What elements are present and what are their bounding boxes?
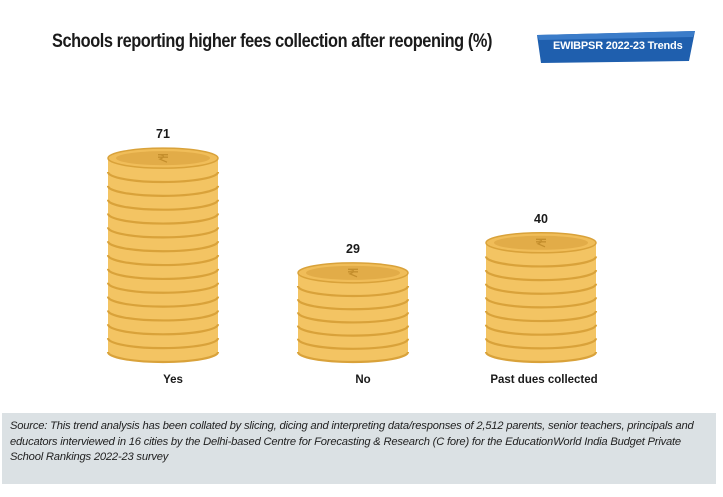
trend-badge: EWIBPSR 2022-23 Trends xyxy=(537,31,695,63)
coin-edge xyxy=(484,338,598,350)
coin-edge xyxy=(106,268,220,281)
coin-edge xyxy=(484,324,598,336)
coin-edge xyxy=(106,227,220,239)
coin-edge xyxy=(296,298,410,311)
data-label-yes: 71 xyxy=(156,127,170,141)
coin-stack-yes xyxy=(106,147,220,364)
coin-edge xyxy=(484,269,598,282)
category-label-past-dues-collected: Past dues collected xyxy=(490,374,597,386)
data-label-no: 29 xyxy=(346,242,360,256)
category-label-yes: Yes xyxy=(163,374,183,386)
source-note: Source: This trend analysis has been col… xyxy=(10,420,694,463)
coin-edge xyxy=(296,285,410,298)
coin-edge xyxy=(484,297,598,309)
coin-edge xyxy=(106,240,220,253)
data-label-past-dues-collected: 40 xyxy=(534,212,548,226)
coin-stack-no xyxy=(296,262,410,364)
coin-edge xyxy=(296,351,410,364)
rupee-symbol-icon xyxy=(158,154,168,163)
source-note-box: Source: This trend analysis has been col… xyxy=(2,413,716,484)
coin-edge xyxy=(296,338,410,350)
coin-edge xyxy=(106,310,220,322)
coin-edge xyxy=(484,310,598,323)
rupee-symbol-icon xyxy=(536,238,546,248)
coin-edge xyxy=(106,213,220,225)
coin-edge xyxy=(106,199,220,211)
stack-body xyxy=(486,242,596,362)
coin-edge xyxy=(106,296,220,308)
coin-edge xyxy=(106,351,220,364)
coin-stack-past-dues-collected xyxy=(484,232,598,364)
coin-edge xyxy=(106,324,220,336)
coin-edge xyxy=(106,254,220,267)
rupee-symbol-icon xyxy=(348,268,358,278)
coin-edge xyxy=(106,171,220,184)
chart-title: Schools reporting higher fees collection… xyxy=(52,31,492,52)
badge-ribbon-shape xyxy=(537,31,695,63)
coin-stack-chart: 71 Yes 29 No 40 Past dues collected xyxy=(106,127,598,386)
coin-edge xyxy=(296,312,410,324)
coin-edge xyxy=(106,185,220,197)
coin-edge xyxy=(106,282,220,294)
coin-edge xyxy=(484,256,598,268)
coin-edge xyxy=(106,337,220,350)
badge-label: EWIBPSR 2022-23 Trends xyxy=(553,40,683,52)
category-label-no: No xyxy=(355,374,370,386)
coin-edge xyxy=(484,351,598,364)
coin-edge xyxy=(296,325,410,337)
coin-edge xyxy=(484,283,598,295)
